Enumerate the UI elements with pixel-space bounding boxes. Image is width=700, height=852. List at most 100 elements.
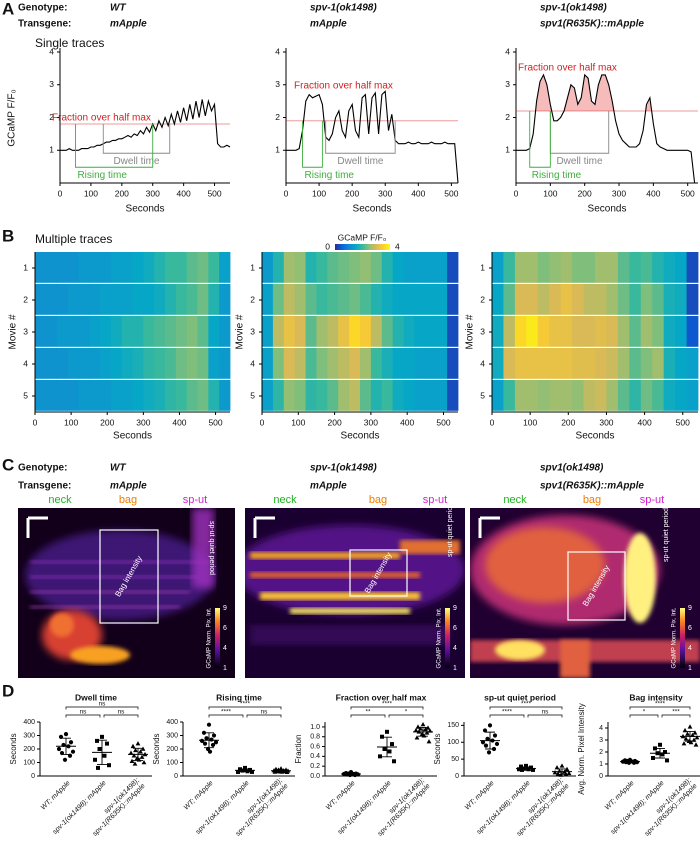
sd-bar	[521, 766, 531, 771]
y-tick-label: 3	[49, 79, 54, 89]
data-point	[102, 753, 107, 758]
significance-label: ns	[80, 709, 88, 716]
heatmap-cell	[89, 348, 101, 379]
heatmap-cell	[283, 284, 296, 315]
significance-bracket	[350, 706, 424, 710]
heatmap-cell	[560, 284, 573, 315]
x-tick-label: 0	[514, 188, 519, 198]
heatmap-cell	[675, 348, 687, 379]
sd-bar	[685, 731, 695, 742]
y-axis-label: Fraction	[294, 735, 303, 764]
x-tick-label: 200	[578, 188, 592, 198]
significance-bracket	[629, 706, 691, 710]
heatmap-cell	[403, 252, 415, 283]
bracket	[529, 110, 551, 168]
heatmap-cell	[143, 348, 155, 379]
heatmap-cell	[327, 284, 339, 315]
heatmap-cell	[305, 380, 317, 411]
heatmap-cell	[219, 252, 231, 283]
y-tick-label: 1	[49, 145, 54, 155]
genotype: WT	[110, 463, 126, 474]
heatmap-cell	[436, 316, 448, 347]
heatmap-cell	[381, 252, 394, 283]
heatmap-cell	[572, 348, 584, 379]
heatmap-cell	[392, 252, 404, 283]
y-tick-label: 4	[49, 46, 54, 56]
data-point	[62, 757, 68, 762]
heatmap-cell	[381, 284, 394, 315]
data-point	[485, 736, 490, 741]
sd-bar	[61, 737, 71, 755]
y-tick-label: 0.2	[310, 763, 320, 770]
data-point	[424, 730, 430, 735]
heatmap-cell	[143, 380, 155, 411]
heatmap-cell	[272, 316, 285, 347]
heatmap-cell	[560, 348, 573, 379]
transgene: mApple	[110, 19, 147, 30]
heatmap-cell	[154, 252, 166, 283]
data-point	[68, 740, 74, 745]
data-point	[211, 733, 217, 738]
heatmap-cell	[640, 284, 653, 315]
heatmap-cell	[121, 252, 133, 283]
heatmap-cell	[56, 284, 68, 315]
heatmap-cell	[165, 252, 177, 283]
data-point	[206, 722, 212, 727]
heatmap-cell	[549, 316, 562, 347]
data-point	[524, 763, 528, 768]
x-tick-label: 200	[345, 188, 359, 198]
y-tick-label: 0	[31, 773, 35, 780]
heatmap-cell	[197, 380, 209, 411]
colorbar-label: GCaMP F/F₀	[338, 232, 387, 242]
bracket-label: Rising time	[77, 170, 127, 181]
significance-label: ****	[382, 701, 393, 708]
data-point	[423, 726, 428, 732]
heatmap-cell	[186, 316, 198, 347]
image-colorbar-tick-label: 9	[688, 605, 692, 612]
heatmap-cell	[572, 380, 584, 411]
y-tick-label: 200	[23, 746, 35, 753]
heatmap-cell	[549, 348, 562, 379]
heatmap-cell	[595, 252, 607, 283]
data-point	[97, 747, 102, 751]
region-label: bag	[369, 494, 387, 506]
heatmap-cell	[272, 348, 285, 379]
heatmap-cell	[360, 252, 372, 283]
heatmap-cell	[629, 284, 642, 315]
heatmap-cell	[35, 316, 47, 347]
heatmap-cell	[436, 252, 448, 283]
heatmap-cell	[78, 252, 90, 283]
panel-letter: D	[2, 681, 14, 700]
chart-title: sp-ut quiet period	[484, 692, 556, 702]
y-tick-label: 0.8	[310, 734, 320, 741]
heatmap-cell	[514, 284, 527, 315]
x-tick-label: 200	[115, 188, 129, 198]
heatmap-cell	[663, 284, 676, 315]
data-point	[209, 737, 214, 742]
heatmap-cell	[100, 316, 112, 347]
y-tick-label: 0	[599, 773, 603, 780]
heatmap-cell	[316, 252, 328, 283]
colorbar	[335, 244, 390, 250]
heatmap-cell	[537, 252, 550, 283]
heatmap-cell	[583, 284, 596, 315]
heatmap-cell	[175, 348, 188, 379]
heatmap-cell	[208, 316, 220, 347]
data-point	[413, 727, 419, 733]
heatmap-cell	[425, 316, 437, 347]
data-point	[414, 735, 420, 740]
y-axis-label: Seconds	[9, 733, 18, 764]
heatmap-cell	[652, 316, 665, 347]
heatmap-cell	[67, 252, 79, 283]
heatmap-cell	[78, 380, 90, 411]
heatmap-cell	[219, 284, 231, 315]
data-point	[693, 742, 699, 747]
data-point	[526, 767, 531, 772]
x-tick-label: 100	[312, 188, 326, 198]
heatmap-cell	[132, 316, 144, 347]
significance-label: ns	[118, 709, 126, 716]
heatmap-cell	[640, 348, 653, 379]
genotype-label: Genotype:	[18, 463, 67, 474]
data-point	[141, 760, 147, 765]
heatmap-cell	[262, 252, 274, 283]
